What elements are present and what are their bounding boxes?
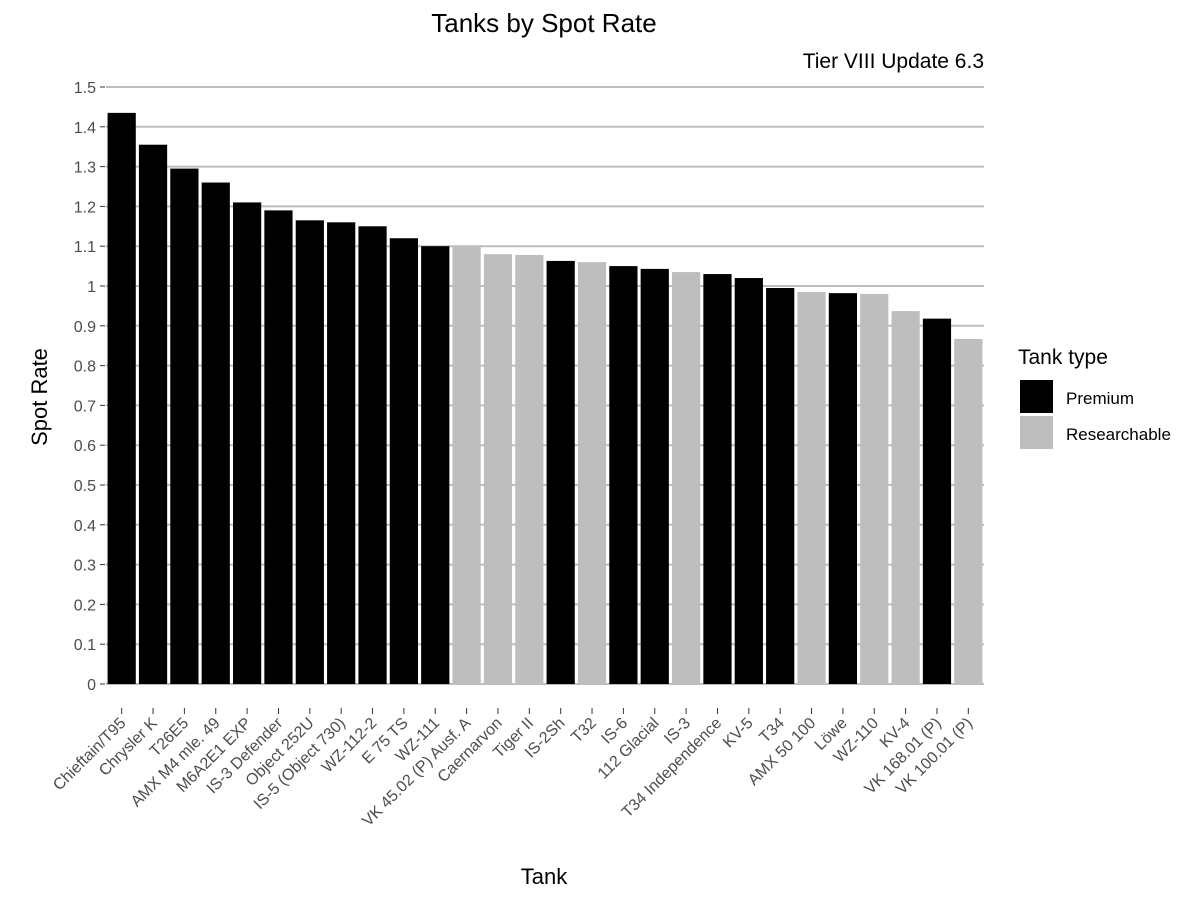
- y-tick-label: 0.4: [74, 518, 96, 535]
- legend: Tank type Premium Researchable: [1018, 346, 1171, 449]
- bar: [577, 262, 607, 684]
- bar: [860, 293, 889, 684]
- y-tick-label: 1: [87, 279, 96, 296]
- bar: [358, 226, 387, 685]
- y-tick-label: 0.3: [74, 558, 96, 575]
- bar: [828, 293, 858, 684]
- legend-title: Tank type: [1018, 346, 1108, 369]
- bar: [389, 238, 419, 685]
- y-tick-label: 1.1: [74, 239, 96, 256]
- bar: [640, 268, 669, 684]
- bar: [734, 278, 763, 684]
- bar: [170, 168, 199, 685]
- bar: [703, 274, 732, 684]
- bar: [295, 220, 324, 684]
- y-tick-label: 0.5: [74, 478, 96, 495]
- bar: [138, 144, 168, 684]
- bar: [766, 287, 795, 684]
- y-axis-title: Spot Rate: [27, 348, 52, 446]
- legend-key: [1020, 380, 1053, 413]
- bar: [483, 254, 513, 684]
- bar: [232, 202, 262, 685]
- bar: [922, 318, 952, 684]
- bar: [107, 112, 136, 685]
- chart-title: Tanks by Spot Rate: [431, 8, 656, 38]
- y-tick-label: 0.2: [74, 597, 96, 614]
- y-tick-label: 1.5: [74, 80, 96, 97]
- legend-label: Researchable: [1066, 425, 1171, 444]
- bar: [954, 338, 983, 684]
- bar: [421, 246, 450, 684]
- x-axis-title: Tank: [521, 864, 568, 889]
- y-tick-label: 1.4: [74, 120, 96, 137]
- bar: [546, 260, 575, 684]
- bar: [452, 246, 481, 684]
- bar: [327, 222, 356, 684]
- bar: [671, 272, 701, 684]
- y-tick-label: 0.6: [74, 438, 96, 455]
- y-tick-label: 1.3: [74, 160, 96, 177]
- legend-label: Premium: [1066, 389, 1134, 408]
- bar: [609, 266, 638, 684]
- bars: [107, 112, 983, 685]
- bar: [201, 182, 230, 684]
- chart-subtitle: Tier VIII Update 6.3: [803, 50, 984, 73]
- x-tick-label: KV-5: [720, 715, 757, 752]
- bar: [515, 254, 544, 684]
- y-tick-label: 0: [87, 677, 96, 694]
- legend-key: [1020, 416, 1053, 449]
- x-tick-label: T32: [568, 715, 600, 747]
- y-tick-label: 0.1: [74, 637, 96, 654]
- bar: [797, 291, 826, 684]
- bar: [891, 311, 920, 684]
- y-tick-label: 0.8: [74, 359, 96, 376]
- bar: [264, 210, 293, 684]
- y-tick-label: 0.7: [74, 398, 96, 415]
- y-tick-label: 0.9: [74, 319, 96, 336]
- y-axis: 0 0.1 0.2 0.3 0.4 0.5 0.6 0.7 0.8 0.9 1 1.1 1.2 1.3 1.…: [74, 80, 105, 694]
- y-tick-label: 1.2: [74, 199, 96, 216]
